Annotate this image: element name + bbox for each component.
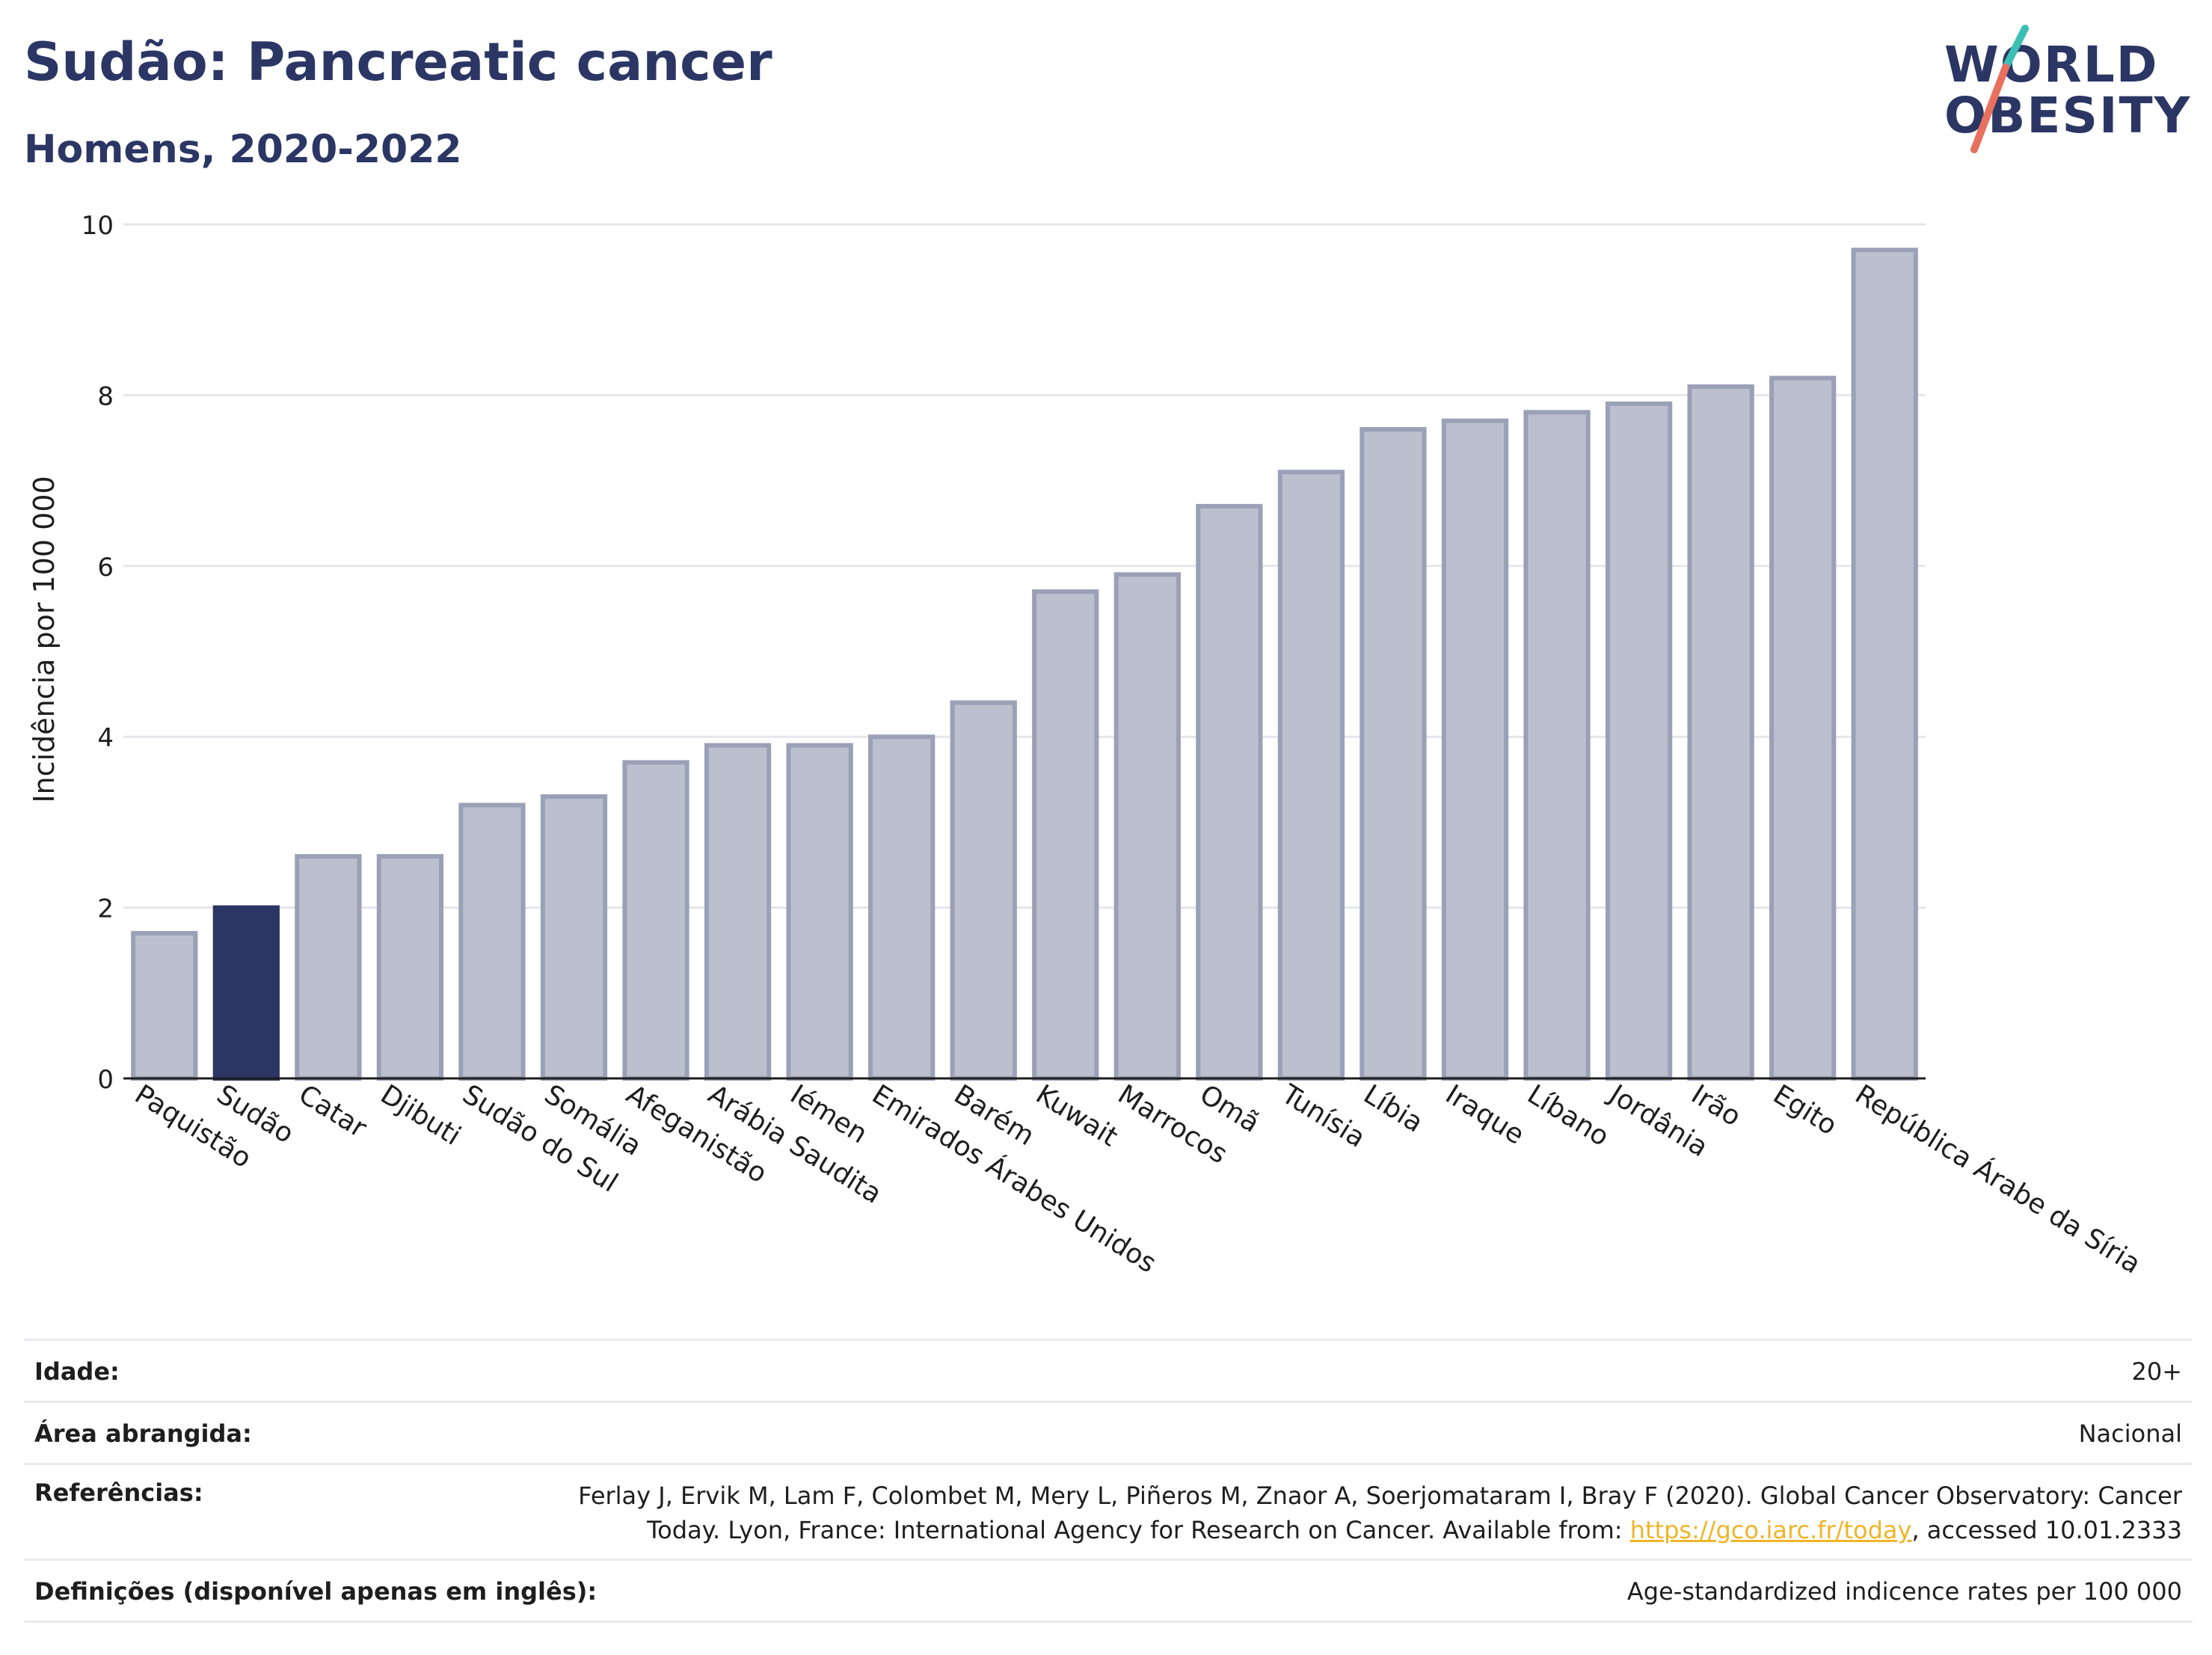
area-label: Área abrangida:: [34, 1419, 252, 1448]
bar: [1851, 248, 1918, 1081]
bar: [1605, 401, 1673, 1081]
page-title: Sudão: Pancreatic cancer: [24, 31, 772, 93]
bar: [1360, 427, 1427, 1081]
x-tick-label: Iraque: [1440, 1079, 1530, 1151]
bar: [1277, 470, 1345, 1081]
x-tick-label: Catar: [293, 1079, 372, 1144]
bar: [540, 794, 608, 1081]
x-tick-label: Kuwait: [1030, 1079, 1123, 1153]
bar: [376, 854, 444, 1081]
info-row-age: Idade: 20+: [24, 1339, 2193, 1401]
definitions-label: Definições (disponível apenas em inglês)…: [34, 1577, 597, 1606]
logo-text-world: WORLD: [1944, 36, 2159, 93]
bar: [786, 743, 853, 1081]
y-tick-label: 0: [97, 1065, 114, 1095]
reference-line-2: Today. Lyon, France: International Agenc…: [578, 1513, 2182, 1547]
info-row-definitions: Definições (disponível apenas em inglês)…: [24, 1559, 2193, 1623]
info-table: Idade: 20+ Área abrangida: Nacional Refe…: [24, 1339, 2193, 1623]
bar: [868, 734, 936, 1081]
references-label: Referências:: [34, 1479, 203, 1507]
info-row-references: Referências: Ferlay J, Ervik M, Lam F, C…: [24, 1463, 2193, 1559]
definitions-value: Age-standardized indicence rates per 100…: [1626, 1577, 2182, 1606]
bar: [1769, 375, 1837, 1081]
x-tick-label: Irão: [1686, 1079, 1746, 1133]
bar: [212, 905, 280, 1081]
age-value: 20+: [2131, 1357, 2182, 1386]
bar: [458, 802, 526, 1081]
bar: [704, 743, 772, 1081]
bars: [131, 248, 1918, 1081]
y-tick-label: 2: [97, 894, 114, 924]
world-obesity-logo: WORLD OBESITY: [1944, 21, 2206, 163]
page-subtitle: Homens, 2020-2022: [24, 127, 462, 172]
bar: [622, 760, 689, 1081]
x-tick-label: Djibuti: [375, 1079, 466, 1152]
reference-text: Today. Lyon, France: International Agenc…: [647, 1516, 1630, 1544]
x-tick-label: Tunísia: [1276, 1078, 1371, 1153]
info-row-area: Área abrangida: Nacional: [24, 1401, 2193, 1463]
bar: [1196, 503, 1263, 1081]
x-tick-label: República Árabe da Síria: [1849, 1078, 2146, 1280]
bar: [950, 700, 1017, 1081]
reference-accessed: , accessed 10.01.2333: [1911, 1516, 2182, 1544]
y-tick-labels: 0 2 4 6 8 10: [82, 211, 114, 1095]
references-value: Ferlay J, Ervik M, Lam F, Colombet M, Me…: [578, 1479, 2182, 1547]
area-value: Nacional: [2078, 1419, 2182, 1448]
bar: [1032, 589, 1099, 1081]
x-tick-label: Líbano: [1522, 1079, 1614, 1152]
x-tick-label: Egito: [1768, 1079, 1843, 1141]
reference-link[interactable]: https://gco.iarc.fr/today: [1629, 1516, 1912, 1544]
y-tick-label: 10: [82, 211, 114, 241]
bar: [295, 854, 362, 1081]
age-label: Idade:: [34, 1357, 120, 1386]
y-axis-label: Incidência por 100 000: [28, 476, 61, 802]
logo-slash-icon: [1970, 25, 2029, 153]
x-tick-label: Emirados Árabes Unidos: [867, 1078, 1162, 1279]
y-tick-label: 4: [97, 723, 114, 753]
bar: [1113, 572, 1181, 1081]
bar: [131, 930, 198, 1081]
y-tick-label: 8: [97, 381, 114, 411]
bar: [1687, 384, 1754, 1081]
reference-line-1: Ferlay J, Ervik M, Lam F, Colombet M, Me…: [578, 1481, 2182, 1510]
bar: [1441, 418, 1509, 1081]
y-tick-label: 6: [97, 553, 114, 583]
bar: [1523, 410, 1591, 1081]
